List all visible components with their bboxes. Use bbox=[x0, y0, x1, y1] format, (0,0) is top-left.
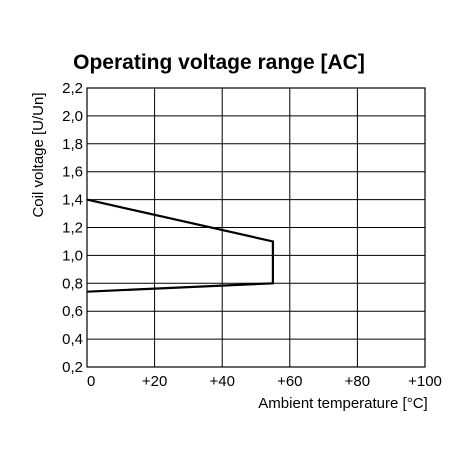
y-tick-label: 0,6 bbox=[62, 303, 83, 320]
y-tick-label: 1,2 bbox=[62, 220, 83, 237]
chart-title: Operating voltage range [AC] bbox=[73, 51, 365, 74]
y-tick-label: 0,2 bbox=[62, 359, 83, 376]
y-tick-label: 1,6 bbox=[62, 164, 83, 181]
grid-lines bbox=[86, 87, 426, 368]
y-tick-label: 0,4 bbox=[62, 331, 83, 348]
x-axis-label: Ambient temperature [°C] bbox=[258, 395, 427, 412]
y-tick-label: 1,4 bbox=[62, 192, 83, 209]
series-group bbox=[86, 198, 274, 293]
x-tick-label: +100 bbox=[408, 373, 442, 390]
y-tick-label: 2,2 bbox=[62, 80, 83, 97]
tick-labels: 0 +20 +40 +60 +80 +100 0,2 0,4 0,6 0,8 1,0 1,2 1,4 1,… bbox=[62, 80, 442, 390]
x-tick-label: +80 bbox=[345, 373, 370, 390]
y-tick-label: 0,8 bbox=[62, 275, 83, 292]
series-line bbox=[86, 198, 274, 293]
y-tick-label: 1,8 bbox=[62, 136, 83, 153]
plot-frame bbox=[86, 87, 426, 368]
y-tick-label: 2,0 bbox=[62, 108, 83, 125]
y-axis-label: Coil voltage [U/Un] bbox=[30, 92, 47, 217]
x-tick-label: +40 bbox=[209, 373, 234, 390]
x-tick-label: +20 bbox=[142, 373, 167, 390]
y-tick-label: 1,0 bbox=[62, 247, 83, 264]
x-tick-label: +60 bbox=[277, 373, 302, 390]
x-tick-label: 0 bbox=[87, 373, 95, 390]
